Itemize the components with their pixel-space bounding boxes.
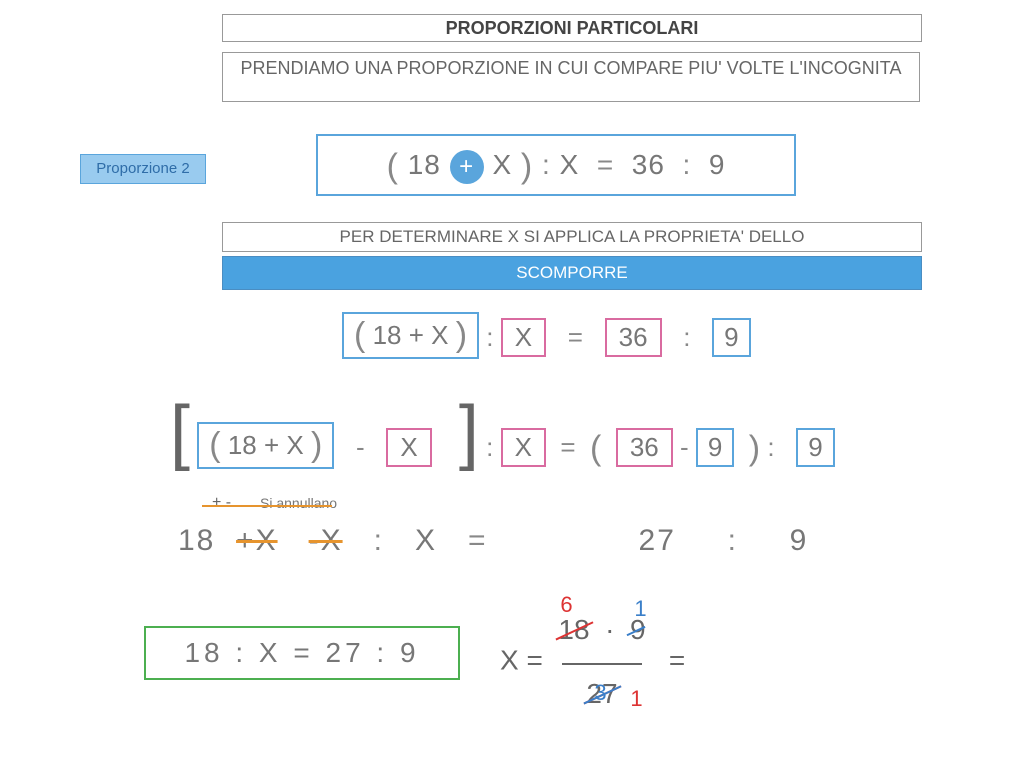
frac-tail: =	[669, 644, 685, 675]
r3-f: 9	[796, 428, 834, 467]
r3-a: ( 18 + X )	[197, 422, 334, 469]
bot-blue: 3	[594, 680, 606, 706]
box-36: 36	[605, 318, 662, 357]
box-9: 9	[712, 318, 750, 357]
instruction-row: PER DETERMINARE X SI APPLICA LA PROPRIET…	[222, 222, 922, 252]
eq-op: =	[588, 149, 632, 180]
colon-op: :	[542, 149, 560, 180]
term-x: X	[492, 149, 512, 180]
r3-e: 9	[696, 428, 734, 467]
r4-mid: X	[415, 524, 437, 557]
r4-18: 18	[178, 524, 215, 557]
bot-red: 1	[630, 686, 642, 712]
r4-9: 9	[790, 524, 809, 557]
box-x: X	[501, 318, 546, 357]
fraction-solve: X = 6 1 18 · 9 27 3 1 =	[500, 614, 685, 710]
subtitle-box: PRENDIAMO UNA PROPORZIONE IN CUI COMPARE…	[222, 52, 920, 102]
equation-row-3: [ ( 18 + X ) - X ] : X = ( 36 - 9 ) : 9	[170, 402, 835, 469]
r4-plus-x: +X	[236, 524, 278, 557]
mid-x: X	[560, 149, 580, 180]
plus-icon: +	[450, 150, 484, 184]
plus-minus-signs: + -	[212, 494, 231, 512]
green-result-box: 18 : X = 27 : 9	[144, 626, 460, 680]
l-bracket: [	[170, 392, 190, 472]
page-title: PROPORZIONI PARTICOLARI	[222, 14, 922, 42]
r3-c: X	[501, 428, 546, 467]
fraction-line	[562, 663, 642, 665]
r3-b: X	[386, 428, 431, 467]
orange-underline	[202, 505, 332, 507]
num-9: 9	[630, 614, 646, 645]
num-18: 18	[558, 614, 589, 645]
r3-d: 36	[616, 428, 673, 467]
frac-lead: X =	[500, 644, 543, 675]
r-9: 9	[709, 149, 726, 180]
l-paren: (	[387, 148, 399, 186]
r4-27: 27	[639, 524, 676, 557]
r4-minus-x: -X	[309, 524, 343, 557]
annul-text: Si annullano	[260, 495, 337, 511]
blue-bar: SCOMPORRE	[222, 256, 922, 290]
equation-row-4: 18 +X -X : X = 27 : 9	[178, 524, 808, 558]
equation-row-2: ( 18 + X ) : X = 36 : 9	[342, 312, 751, 359]
r2-a: 18 + X	[373, 320, 449, 351]
r-paren: )	[521, 148, 533, 186]
r-36: 36	[632, 149, 665, 180]
colon-op-2: :	[674, 149, 709, 180]
main-equation-box: ( 18 + X ) : X = 36 : 9	[316, 134, 796, 196]
main-equation: ( 18 + X ) : X = 36 : 9	[318, 136, 794, 196]
term-18: 18	[408, 149, 441, 180]
box-lhs: ( 18 + X )	[342, 312, 479, 359]
r-bracket: ]	[439, 392, 479, 472]
proportion-label: Proporzione 2	[80, 154, 206, 184]
